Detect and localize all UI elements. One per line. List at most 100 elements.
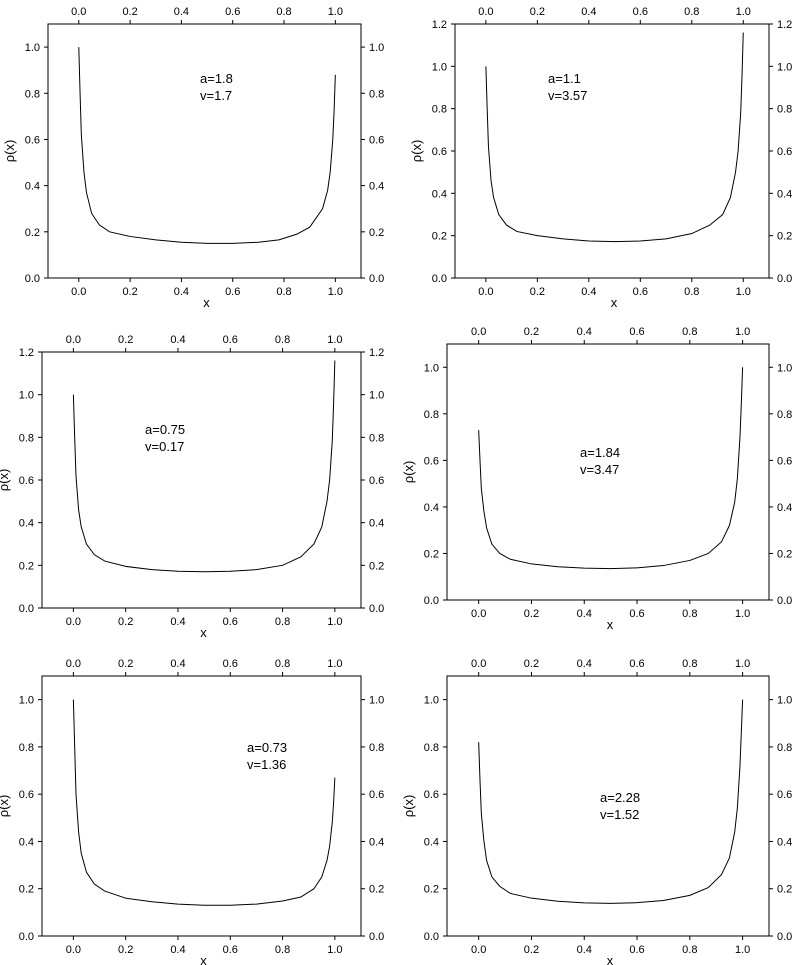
y-tick-label-left: 0.4 <box>25 181 40 193</box>
y-tick-label-left: 1.0 <box>25 42 40 54</box>
x-tick-label-top: 0.8 <box>275 334 290 346</box>
x-tick-label-top: 0.0 <box>66 334 81 346</box>
x-tick-label-bottom: 0.2 <box>122 286 137 298</box>
y-tick-label-right: 0.2 <box>369 227 384 239</box>
parameter-annotation: a=1.84 <box>580 445 620 460</box>
x-tick-label-bottom: 0.6 <box>223 944 238 956</box>
y-tick-label-right: 1.0 <box>369 42 384 54</box>
y-tick-label-right: 0.2 <box>777 548 792 560</box>
parameter-annotation: v=0.17 <box>145 439 184 454</box>
y-tick-label-right: 0.0 <box>777 931 792 943</box>
x-tick-label-bottom: 0.2 <box>524 608 539 620</box>
y-tick-label-left: 0.6 <box>19 475 34 487</box>
y-tick-label-left: 0.8 <box>424 409 439 421</box>
x-tick-label-top: 0.2 <box>524 326 539 338</box>
y-tick-label-right: 0.6 <box>777 455 792 467</box>
plot-frame <box>41 351 362 609</box>
y-tick-label-left: 1.2 <box>432 19 447 31</box>
y-tick-label-left: 0.2 <box>424 884 439 896</box>
y-tick-label-left: 0.2 <box>25 227 40 239</box>
y-tick-label-left: 0.6 <box>432 146 447 158</box>
x-tick-label-top: 0.2 <box>118 658 133 670</box>
plot-frame <box>41 675 362 937</box>
y-tick-label-right: 0.2 <box>369 884 384 896</box>
x-tick-label-bottom: 0.0 <box>66 944 81 956</box>
chart-panel-5: 0.0 0.0 0.2 0.2 0.4 0.4 0.6 0.6 0.8 0.8 1.0 1.0 0.0 0… <box>0 658 384 965</box>
y-tick-label-left: 0.2 <box>19 560 34 572</box>
y-tick-label-left: 1.0 <box>424 695 439 707</box>
x-tick-label-bottom: 0.0 <box>478 286 493 298</box>
chart-panel-4: 0.0 0.0 0.2 0.2 0.4 0.4 0.6 0.6 0.8 0.8 1.0 1.0 0.0 0… <box>401 326 792 632</box>
x-tick-label-bottom: 0.4 <box>577 608 592 620</box>
y-tick-label-left: 0.8 <box>25 88 40 100</box>
x-tick-label-top: 0.0 <box>471 658 486 670</box>
y-tick-label-left: 0.8 <box>432 104 447 116</box>
y-tick-label-left: 0.4 <box>424 502 439 514</box>
parameter-annotation: a=1.8 <box>200 71 233 86</box>
chart-panel-1: 0.0 0.0 0.2 0.2 0.4 0.4 0.6 0.6 0.8 0.8 1.0 1.0 0.0 0… <box>2 6 384 310</box>
y-tick-label-right: 1.2 <box>777 19 792 31</box>
x-tick-label-bottom: 0.6 <box>629 944 644 956</box>
parameter-annotation: v=3.47 <box>580 462 619 477</box>
x-tick-label-bottom: 0.8 <box>682 608 697 620</box>
y-tick-label-left: 0.6 <box>424 789 439 801</box>
y-tick-label-left: 0.6 <box>19 789 34 801</box>
y-tick-label-left: 0.4 <box>424 836 439 848</box>
y-tick-label-left: 1.0 <box>19 390 34 402</box>
y-tick-label-right: 0.4 <box>369 836 384 848</box>
x-tick-label-bottom: 0.6 <box>629 608 644 620</box>
y-tick-label-left: 0.0 <box>19 931 34 943</box>
parameter-annotation: a=1.1 <box>548 71 581 86</box>
x-axis-label: x <box>611 295 618 310</box>
x-tick-label-top: 0.4 <box>577 326 592 338</box>
x-tick-label-bottom: 0.2 <box>118 616 133 628</box>
y-tick-label-left: 0.8 <box>424 742 439 754</box>
y-tick-label-right: 1.0 <box>777 61 792 73</box>
x-tick-label-top: 0.6 <box>223 658 238 670</box>
x-tick-label-top: 0.8 <box>684 6 699 18</box>
y-tick-label-right: 0.4 <box>369 518 384 530</box>
y-axis-label: ρ(x) <box>401 795 416 818</box>
x-tick-label-bottom: 1.0 <box>735 608 750 620</box>
x-tick-label-bottom: 0.4 <box>581 286 596 298</box>
x-tick-label-top: 0.8 <box>276 6 291 18</box>
plot-frame <box>446 343 770 601</box>
y-tick-label-right: 1.0 <box>777 362 792 374</box>
x-tick-label-bottom: 0.2 <box>524 944 539 956</box>
chart-panel-6: 0.0 0.0 0.2 0.2 0.4 0.4 0.6 0.6 0.8 0.8 1.0 1.0 0.0 0… <box>401 658 792 965</box>
y-tick-label-right: 0.0 <box>369 273 384 285</box>
plot-frame <box>446 675 770 937</box>
density-curve <box>72 699 336 906</box>
x-tick-label-bottom: 0.2 <box>530 286 545 298</box>
y-tick-label-right: 0.0 <box>369 603 384 615</box>
y-tick-label-right: 0.0 <box>777 595 792 607</box>
y-tick-label-left: 0.0 <box>424 931 439 943</box>
x-tick-label-bottom: 0.4 <box>577 944 592 956</box>
y-tick-label-right: 0.0 <box>369 931 384 943</box>
x-tick-label-bottom: 0.6 <box>225 286 240 298</box>
x-tick-label-bottom: 1.0 <box>736 286 751 298</box>
y-tick-label-left: 0.0 <box>19 603 34 615</box>
x-tick-label-top: 0.0 <box>66 658 81 670</box>
parameter-annotation: v=1.52 <box>600 807 639 822</box>
x-tick-label-top: 0.6 <box>629 326 644 338</box>
y-tick-label-right: 0.8 <box>777 409 792 421</box>
parameter-annotation: a=2.28 <box>600 790 640 805</box>
y-tick-label-right: 0.8 <box>369 88 384 100</box>
y-axis-label: ρ(x) <box>0 795 11 818</box>
x-tick-label-top: 0.8 <box>275 658 290 670</box>
x-tick-label-top: 0.2 <box>524 658 539 670</box>
density-curve <box>485 32 744 243</box>
x-tick-label-top: 0.0 <box>478 6 493 18</box>
x-tick-label-bottom: 1.0 <box>328 286 343 298</box>
x-tick-label-top: 0.6 <box>223 334 238 346</box>
y-tick-label-right: 1.0 <box>777 695 792 707</box>
parameter-annotation: a=0.75 <box>145 422 185 437</box>
y-tick-label-right: 0.8 <box>369 432 384 444</box>
y-tick-label-left: 0.4 <box>19 836 34 848</box>
x-axis-label: x <box>203 295 210 310</box>
x-tick-label-bottom: 0.8 <box>684 286 699 298</box>
x-tick-label-top: 1.0 <box>327 334 342 346</box>
x-tick-label-bottom: 1.0 <box>327 944 342 956</box>
